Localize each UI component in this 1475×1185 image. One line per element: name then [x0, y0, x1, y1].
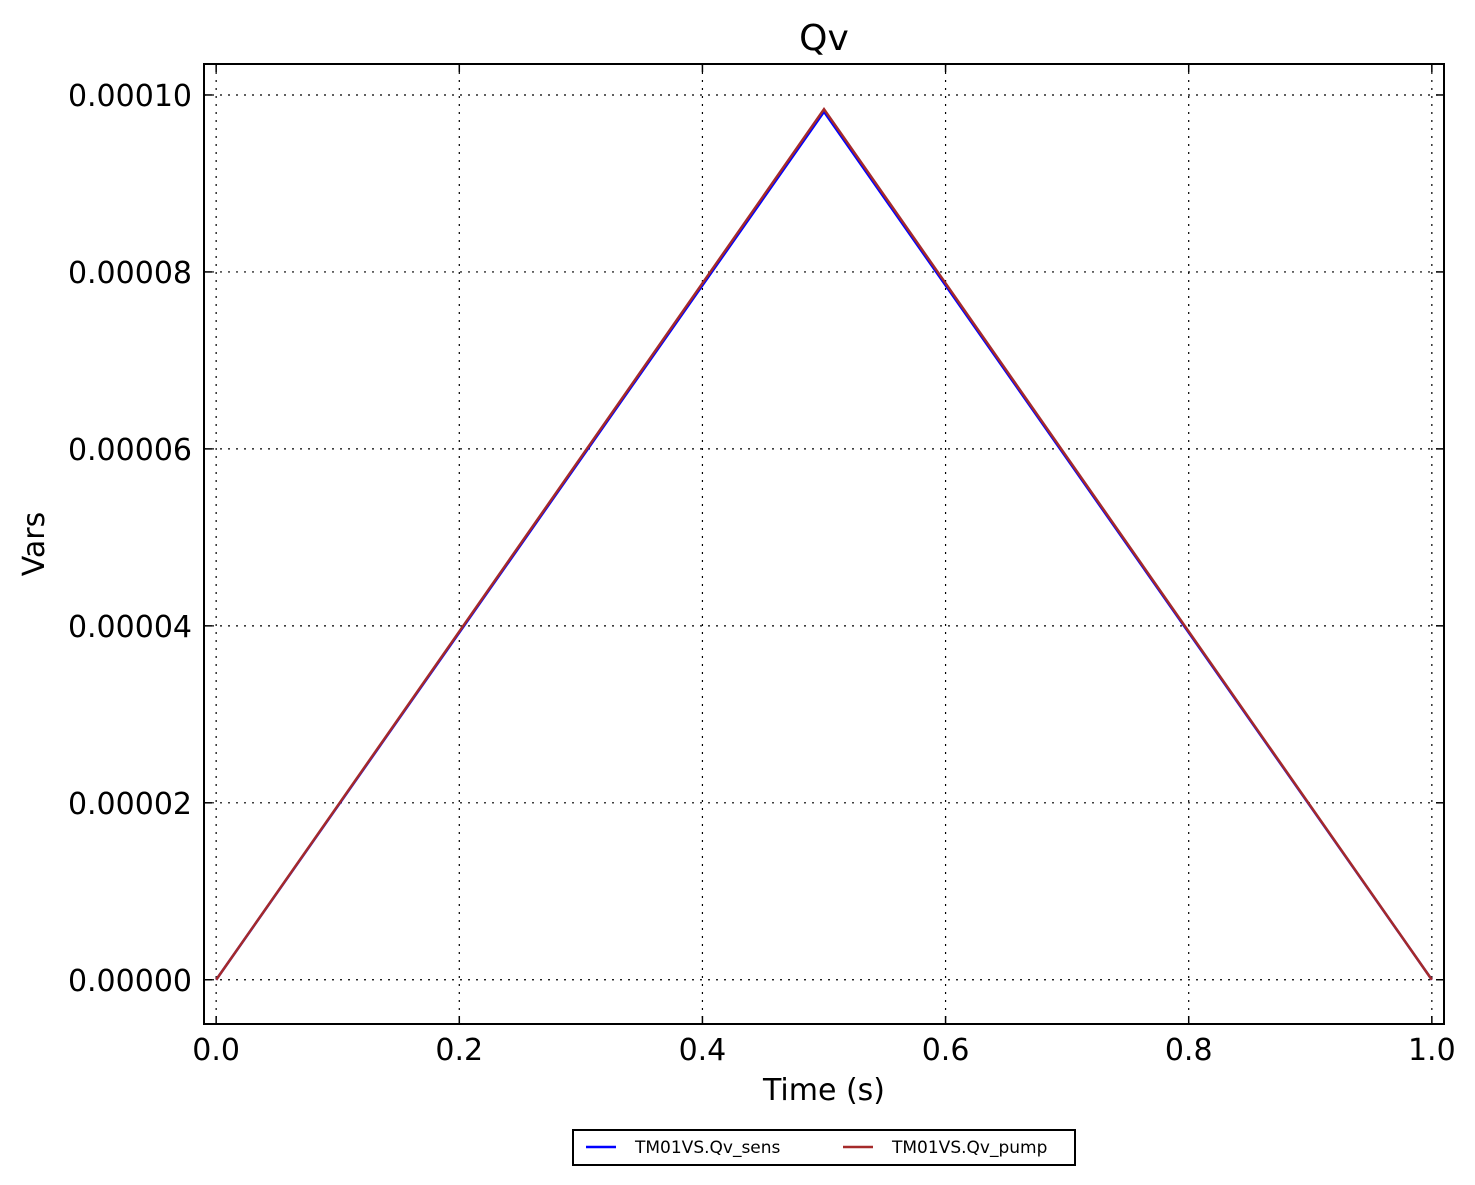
x-tick-label: 1.0 — [1408, 1033, 1456, 1068]
legend-label-sens: TM01VS.Qv_sens — [634, 1138, 781, 1158]
x-tick-label: 0.6 — [922, 1033, 970, 1068]
y-tick-label: 0.00000 — [68, 964, 192, 999]
y-tick-label: 0.00010 — [68, 79, 192, 114]
y-tick-label: 0.00008 — [68, 256, 192, 291]
x-tick-label: 0.0 — [192, 1033, 240, 1068]
axes-frame — [203, 63, 1445, 1025]
ticks: 0.0 0.2 0.4 0.6 0.8 1.0 0.00000 0.00002 0.00004 0… — [68, 64, 1456, 1068]
y-tick-label: 0.00006 — [68, 433, 192, 468]
x-tick-label: 0.4 — [679, 1033, 727, 1068]
series-line-0 — [215, 109, 1433, 981]
x-tick-label: 0.2 — [435, 1033, 483, 1068]
y-tick-label: 0.00002 — [68, 787, 192, 822]
x-axis-label: Time (s) — [762, 1073, 885, 1108]
grid — [204, 64, 1444, 1024]
y-tick-label: 0.00004 — [68, 610, 192, 645]
legend-box — [572, 1129, 1076, 1166]
y-axis-label: Vars — [17, 512, 52, 577]
x-tick-label: 0.8 — [1165, 1033, 1213, 1068]
legend-label-pump: TM01VS.Qv_pump — [891, 1138, 1047, 1158]
legend: TM01VS.Qv_sens TM01VS.Qv_pump — [572, 1129, 1076, 1166]
chart-title: Qv — [799, 18, 849, 59]
series-lines — [215, 106, 1433, 981]
series-line-1 — [215, 106, 1433, 981]
